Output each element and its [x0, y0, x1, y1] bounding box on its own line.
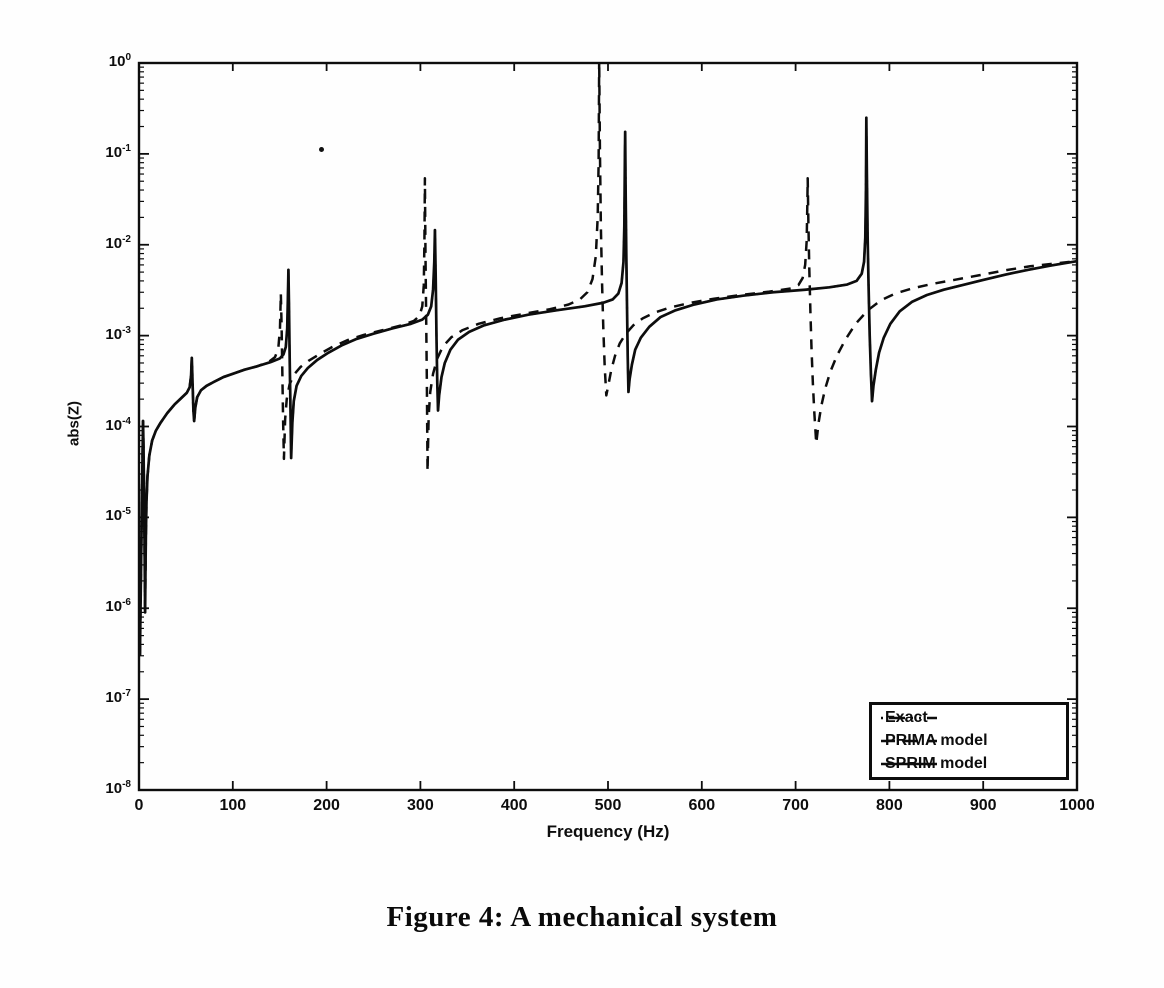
y-tick-label: 10-6	[105, 597, 131, 616]
x-axis-title: Frequency (Hz)	[546, 822, 670, 841]
legend-entry-sprim: SPRIM model	[872, 753, 1066, 775]
x-tick-label: 1000	[1059, 797, 1095, 814]
series-curves	[139, 63, 1077, 656]
series-line-sprim-model	[139, 116, 1077, 656]
y-tick-label: 10-1	[105, 142, 131, 161]
x-tick-label: 600	[688, 797, 716, 814]
y-minor-ticks	[139, 66, 1077, 764]
dashdot-line-sample-icon	[881, 717, 937, 720]
x-tick-label: 100	[219, 797, 247, 814]
x-tick-label: 300	[407, 797, 434, 814]
y-tick-label: 100	[108, 52, 131, 70]
x-tick-label: 700	[782, 797, 809, 814]
series-line-exact	[139, 116, 1077, 656]
axes-border	[137, 61, 1079, 792]
y-tick-label: 10-7	[105, 688, 131, 707]
legend-entry-exact: Exact	[872, 707, 1066, 729]
x-tick-label: 900	[969, 797, 997, 814]
legend-entry-prima: PRIMA model	[872, 730, 1066, 752]
x-tick-label: 500	[594, 797, 622, 814]
y-tick-label: 10-8	[105, 779, 131, 797]
axis-ticks	[138, 62, 1078, 791]
solid-line-sample-icon	[881, 762, 937, 765]
y-axis-title: abs(Z)	[65, 401, 83, 446]
x-tick-label: 800	[876, 797, 903, 814]
y-tick-label: 10-2	[105, 233, 131, 252]
y-tick-label: 10-5	[105, 506, 131, 525]
x-tick-label: 200	[313, 797, 340, 814]
y-tick-label: 10-3	[105, 324, 131, 343]
legend-label: Exact	[885, 709, 928, 727]
x-tick-label: 0	[134, 797, 144, 814]
figure-caption: Figure 4: A mechanical system	[386, 901, 778, 933]
x-tick-label: 400	[500, 797, 528, 814]
scan-speckle	[319, 147, 324, 152]
dashed-line-sample-icon	[881, 739, 937, 743]
frequency-response-plot	[137, 61, 1079, 792]
y-tick-label: 10-4	[105, 415, 131, 434]
legend-box: Exact PRIMA model SPRIM model	[869, 702, 1069, 780]
